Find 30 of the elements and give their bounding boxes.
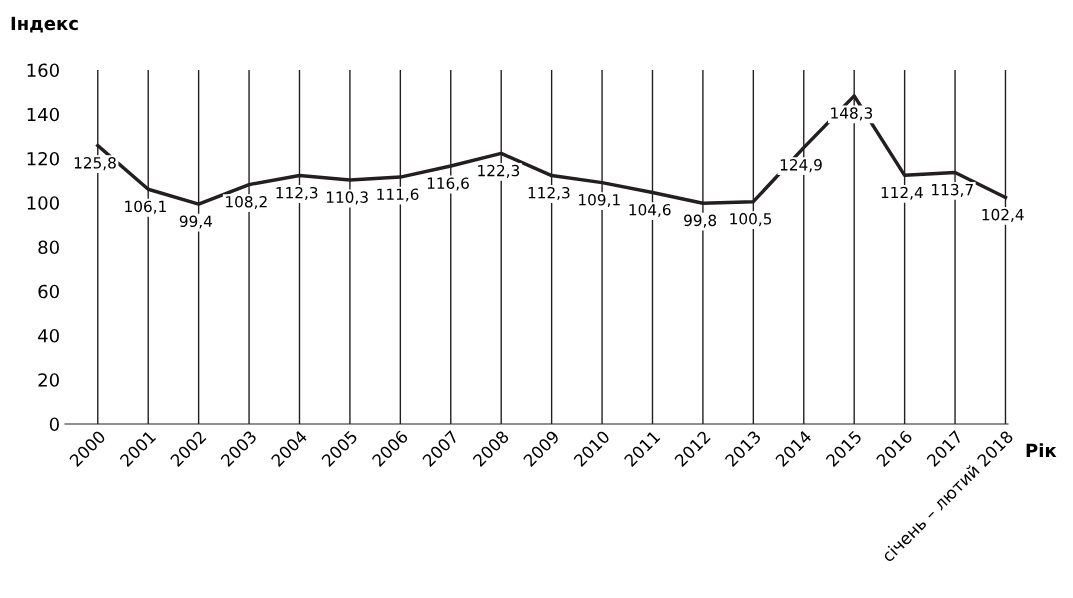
y-tick-label: 80 bbox=[38, 240, 59, 255]
data-label: 104,6 bbox=[629, 203, 671, 218]
data-label: 108,2 bbox=[226, 195, 267, 210]
data-label: 99,8 bbox=[684, 214, 717, 228]
data-label: 99,4 bbox=[179, 215, 213, 229]
y-tick-label: 20 bbox=[38, 373, 59, 387]
y-tick-label: 100 bbox=[27, 196, 59, 210]
data-label: 125,8 bbox=[74, 157, 116, 171]
data-label: 100,5 bbox=[730, 213, 772, 227]
y-axis-title: Індекс bbox=[11, 16, 78, 33]
y-tick-label: 120 bbox=[27, 151, 59, 166]
data-label: 109,1 bbox=[579, 194, 620, 208]
data-label: 110,3 bbox=[326, 191, 368, 205]
x-axis-title: Рік bbox=[1026, 443, 1057, 457]
data-label: 102,4 bbox=[982, 208, 1024, 222]
data-label: 113,7 bbox=[932, 183, 973, 197]
y-tick-label: 0 bbox=[49, 417, 59, 432]
data-label: 111,6 bbox=[377, 188, 419, 202]
data-label: 148,3 bbox=[831, 107, 873, 121]
data-label: 112,3 bbox=[528, 186, 570, 201]
data-label: 124,9 bbox=[780, 159, 822, 173]
data-label: 122,3 bbox=[478, 164, 520, 178]
data-label: 116,6 bbox=[427, 177, 469, 191]
y-tick-label: 40 bbox=[38, 328, 59, 343]
data-label: 112,3 bbox=[276, 186, 318, 201]
y-tick-label: 60 bbox=[38, 284, 59, 299]
data-label: 106,1 bbox=[125, 200, 166, 214]
y-tick-label: 140 bbox=[27, 107, 59, 122]
y-tick-label: 160 bbox=[27, 63, 59, 78]
data-label: 112,4 bbox=[881, 186, 923, 200]
